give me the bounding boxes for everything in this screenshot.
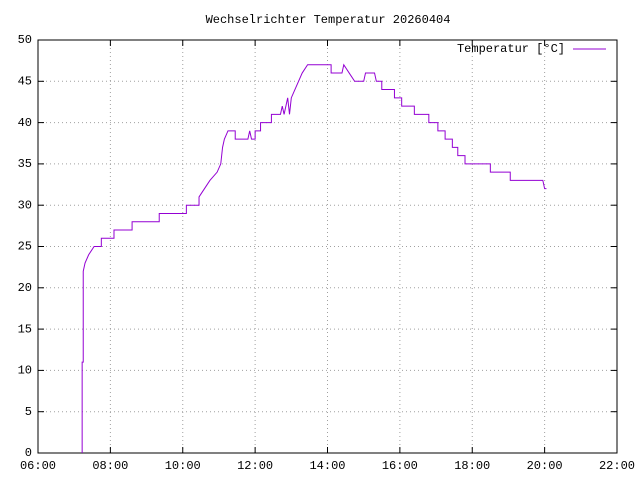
y-tick-label: 50 [18,33,32,47]
y-tick-label: 20 [18,281,32,295]
y-tick-label: 10 [18,364,32,378]
x-tick-label: 12:00 [237,459,273,473]
x-tick-label: 16:00 [382,459,418,473]
x-tick-label: 14:00 [309,459,345,473]
x-tick-label: 22:00 [599,459,635,473]
y-tick-label: 5 [25,405,32,419]
x-tick-label: 06:00 [20,459,56,473]
y-tick-label: 15 [18,322,32,336]
plot-border [37,39,618,454]
x-tick-label: 10:00 [165,459,201,473]
y-tick-label: 0 [25,446,32,460]
y-tick-label: 40 [18,116,32,130]
x-tick-label: 08:00 [92,459,128,473]
y-tick-label: 25 [18,240,32,254]
y-tick-label: 30 [18,198,32,212]
x-tick-label: 20:00 [527,459,563,473]
y-tick-label: 35 [18,157,32,171]
chart-title: Wechselrichter Temperatur 20260404 [206,13,451,27]
data-line [81,63,547,453]
y-tick-label: 45 [18,74,32,88]
legend-label: Temperatur [°C] [457,42,565,56]
x-tick-label: 18:00 [454,459,490,473]
